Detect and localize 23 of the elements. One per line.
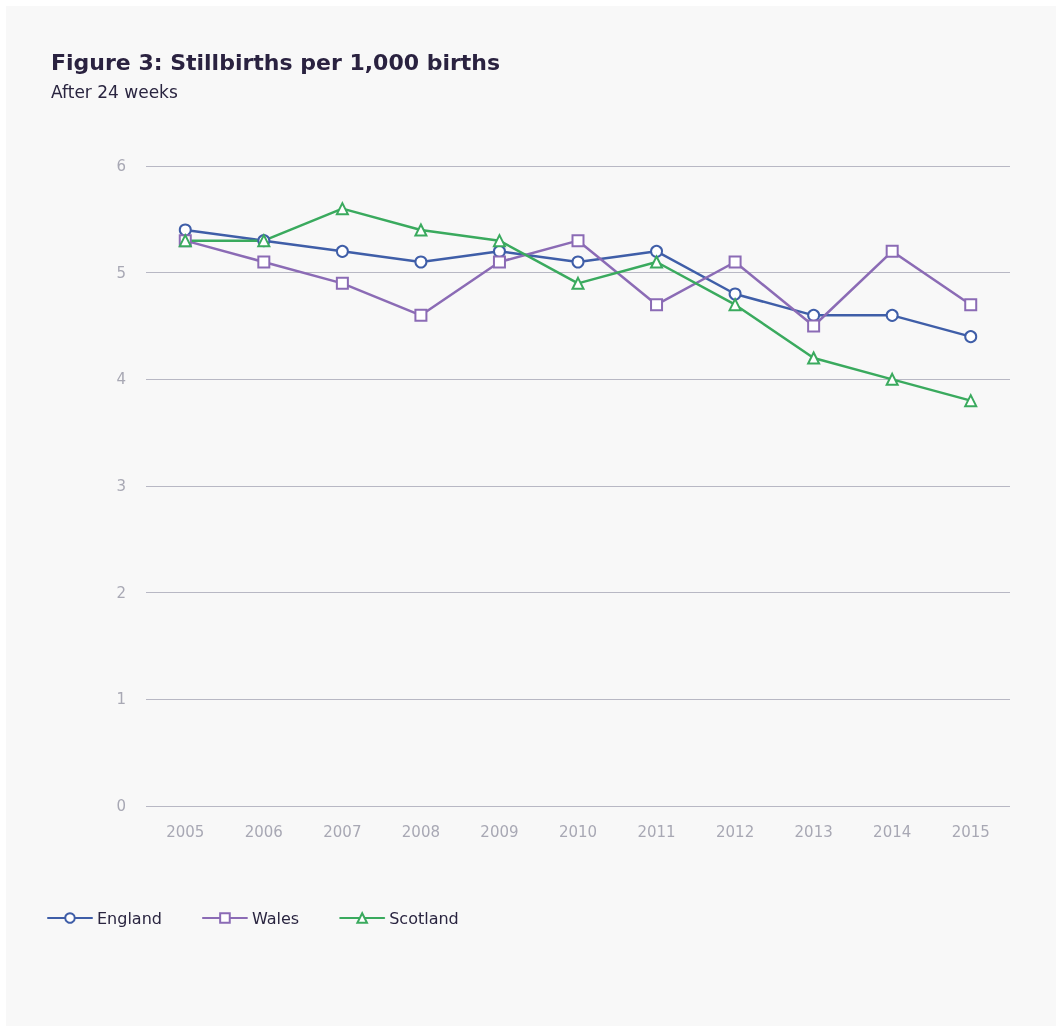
y-tick-label: 5 <box>116 263 126 282</box>
legend-label: England <box>97 908 162 928</box>
x-tick-label: 2005 <box>166 822 205 841</box>
x-tick-label: 2011 <box>637 822 676 841</box>
x-tick-label: 2015 <box>951 822 990 841</box>
x-tick-label: 2006 <box>244 822 283 841</box>
y-tick-label: 6 <box>116 157 126 175</box>
x-tick-label: 2013 <box>794 822 833 841</box>
y-tick-label: 3 <box>116 477 126 495</box>
legend-label: Wales <box>251 908 300 928</box>
y-tick-label: 4 <box>116 370 126 389</box>
x-tick-label: 2012 <box>716 822 755 841</box>
chart-subtitle: After 24 weeks <box>51 81 178 102</box>
x-tick-label: 2009 <box>480 822 519 841</box>
y-tick-label: 1 <box>116 690 126 709</box>
x-tick-label: 2007 <box>323 822 362 841</box>
x-tick-label: 2014 <box>873 822 912 841</box>
legend-label: Scotland <box>389 908 459 928</box>
x-tick-label: 2008 <box>401 822 440 841</box>
chart-title: Figure 3: Stillbirths per 1,000 births <box>51 49 501 75</box>
x-tick-label: 2010 <box>558 822 598 841</box>
y-tick-label: 0 <box>116 797 126 815</box>
y-tick-label: 2 <box>116 583 126 602</box>
